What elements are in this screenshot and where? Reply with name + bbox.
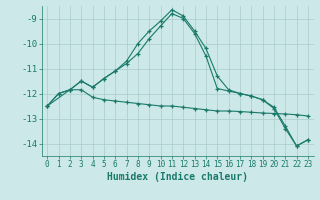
X-axis label: Humidex (Indice chaleur): Humidex (Indice chaleur)	[107, 172, 248, 182]
